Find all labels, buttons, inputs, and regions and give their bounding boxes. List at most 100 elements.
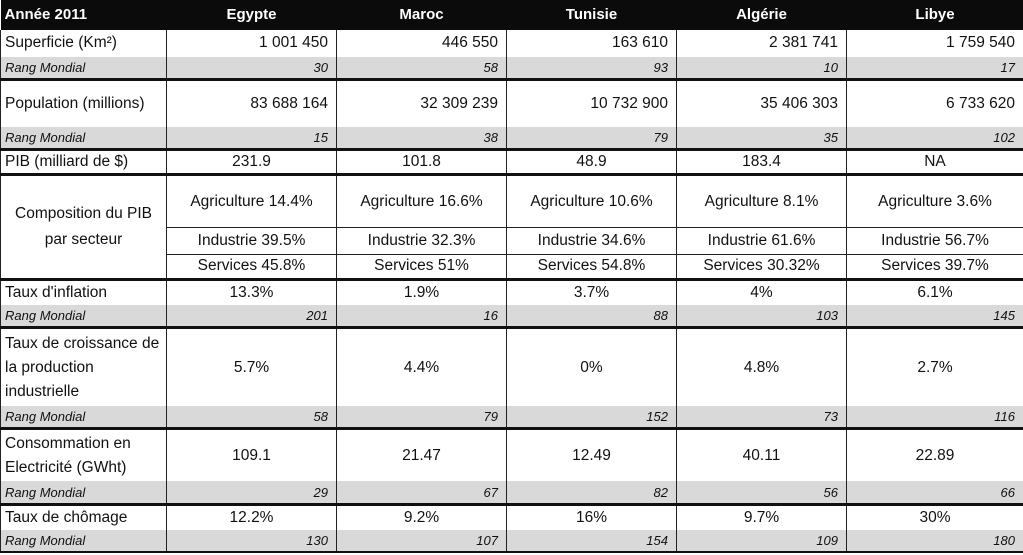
- rank-cell: 35: [676, 126, 847, 150]
- composition-agriculture-row: Composition du PIB par secteur Agricultu…: [0, 173, 1023, 280]
- rank-cell: 103: [676, 305, 847, 328]
- table-cell: 231.9: [166, 147, 337, 175]
- rank-label: Rang Mondial: [0, 529, 167, 554]
- rank-label: Rang Mondial: [0, 126, 167, 150]
- table-cell: Industrie 34.6%: [506, 227, 677, 255]
- rank-cell: 29: [166, 481, 337, 505]
- chomage-rank-row: Rang Mondial 130 107 154 109 180: [0, 529, 1023, 554]
- table-cell: 101.8: [336, 147, 507, 175]
- rank-cell: 79: [336, 405, 507, 429]
- table-cell: 10 732 900: [506, 78, 677, 127]
- pib-row: PIB (milliard de $) 231.9 101.8 48.9 183…: [0, 147, 1023, 175]
- table-cell: 21.47: [336, 426, 507, 482]
- rank-cell: 154: [506, 529, 677, 554]
- population-row: Population (millions) 83 688 164 32 309 …: [0, 78, 1023, 127]
- table-cell: 13.3%: [166, 278, 337, 306]
- table-cell: 40.11: [676, 426, 847, 482]
- rank-cell: 73: [676, 405, 847, 429]
- rank-label: Rang Mondial: [0, 481, 167, 505]
- inflation-row: Taux d'inflation 13.3% 1.9% 3.7% 4% 6.1%: [0, 278, 1023, 306]
- superficie-row: Superficie (Km²) 1 001 450 446 550 163 6…: [0, 29, 1023, 58]
- table-cell: Industrie 61.6%: [676, 227, 847, 255]
- table-cell: 12.2%: [166, 502, 337, 530]
- table-cell: Services 30.32%: [676, 253, 847, 280]
- rank-label: Rang Mondial: [0, 405, 167, 429]
- row-label: Taux d'inflation: [0, 278, 167, 306]
- rank-cell: 201: [166, 305, 337, 328]
- header-row: Année 2011 Egypte Maroc Tunisie Algérie …: [0, 0, 1023, 30]
- table-cell: 16%: [506, 502, 677, 530]
- table-cell: 2.7%: [846, 326, 1023, 406]
- rank-cell: 67: [336, 481, 507, 505]
- table-cell: Services 45.8%: [166, 253, 337, 280]
- table-cell: Services 51%: [336, 253, 507, 280]
- rank-cell: 180: [846, 529, 1023, 554]
- row-label: Superficie (Km²): [0, 29, 167, 58]
- composition-industrie-row: Industrie 39.5% Industrie 32.3% Industri…: [1, 227, 1023, 255]
- rank-cell: 58: [336, 57, 507, 80]
- country-header-tunisie: Tunisie: [506, 0, 677, 30]
- table-cell: 109.1: [166, 426, 337, 482]
- table-cell: Services 54.8%: [506, 253, 677, 280]
- rank-cell: 30: [166, 57, 337, 80]
- row-label: Consommation en Electricité (GWht): [0, 426, 167, 482]
- croissance-rank-row: Rang Mondial 58 79 152 73 116: [0, 405, 1023, 429]
- table-cell: Industrie 32.3%: [336, 227, 507, 255]
- table-cell: 30%: [846, 502, 1023, 530]
- table-cell: 32 309 239: [336, 78, 507, 127]
- table-cell: 3.7%: [506, 278, 677, 306]
- country-header-egypte: Egypte: [166, 0, 337, 30]
- table-cell: Agriculture 8.1%: [676, 173, 847, 228]
- chomage-row: Taux de chômage 12.2% 9.2% 16% 9.7% 30%: [0, 502, 1023, 530]
- rank-cell: 58: [166, 405, 337, 429]
- rank-cell: 93: [506, 57, 677, 80]
- table-cell: Agriculture 3.6%: [846, 173, 1023, 228]
- table-cell: Industrie 39.5%: [166, 227, 337, 255]
- table-cell: 83 688 164: [166, 78, 337, 127]
- table-cell: 4.4%: [336, 326, 507, 406]
- table-cell: 0%: [506, 326, 677, 406]
- table-cell: 9.7%: [676, 502, 847, 530]
- rank-cell: 107: [336, 529, 507, 554]
- table-cell: 35 406 303: [676, 78, 847, 127]
- rank-label: Rang Mondial: [0, 57, 167, 80]
- year-header: Année 2011: [0, 0, 167, 30]
- electricite-row: Consommation en Electricité (GWht) 109.1…: [0, 426, 1023, 482]
- rank-cell: 38: [336, 126, 507, 150]
- table-cell: 446 550: [336, 29, 507, 58]
- table-cell: Agriculture 16.6%: [336, 173, 507, 228]
- rank-cell: 130: [166, 529, 337, 554]
- rank-cell: 152: [506, 405, 677, 429]
- table-cell: NA: [846, 147, 1023, 175]
- table-cell: 1.9%: [336, 278, 507, 306]
- row-label: Population (millions): [0, 78, 167, 127]
- table-cell: 4%: [676, 278, 847, 306]
- table-cell: 9.2%: [336, 502, 507, 530]
- rank-cell: 82: [506, 481, 677, 505]
- rank-cell: 56: [676, 481, 847, 505]
- superficie-rank-row: Rang Mondial 30 58 93 10 17: [0, 57, 1023, 80]
- rank-label: Rang Mondial: [0, 305, 167, 328]
- table-cell: 183.4: [676, 147, 847, 175]
- table-cell: Industrie 56.7%: [846, 227, 1023, 255]
- table-cell: 1 759 540: [846, 29, 1023, 58]
- rank-cell: 88: [506, 305, 677, 328]
- table-cell: Agriculture 14.4%: [166, 173, 337, 228]
- electricite-rank-row: Rang Mondial 29 67 82 56 66: [0, 481, 1023, 505]
- country-header-libye: Libye: [846, 0, 1023, 30]
- croissance-row: Taux de croissance de la production indu…: [0, 326, 1023, 406]
- rank-cell: 116: [846, 405, 1023, 429]
- rank-cell: 10: [676, 57, 847, 80]
- rank-cell: 66: [846, 481, 1023, 505]
- table-cell: 6.1%: [846, 278, 1023, 306]
- table-cell: 6 733 620: [846, 78, 1023, 127]
- table-cell: 22.89: [846, 426, 1023, 482]
- table-cell: 12.49: [506, 426, 677, 482]
- country-header-algerie: Algérie: [676, 0, 847, 30]
- row-label: Taux de croissance de la production indu…: [0, 326, 167, 406]
- row-label: Taux de chômage: [0, 502, 167, 530]
- table-cell: 5.7%: [166, 326, 337, 406]
- row-label: Composition du PIB par secteur: [0, 173, 167, 280]
- table-cell: 48.9: [506, 147, 677, 175]
